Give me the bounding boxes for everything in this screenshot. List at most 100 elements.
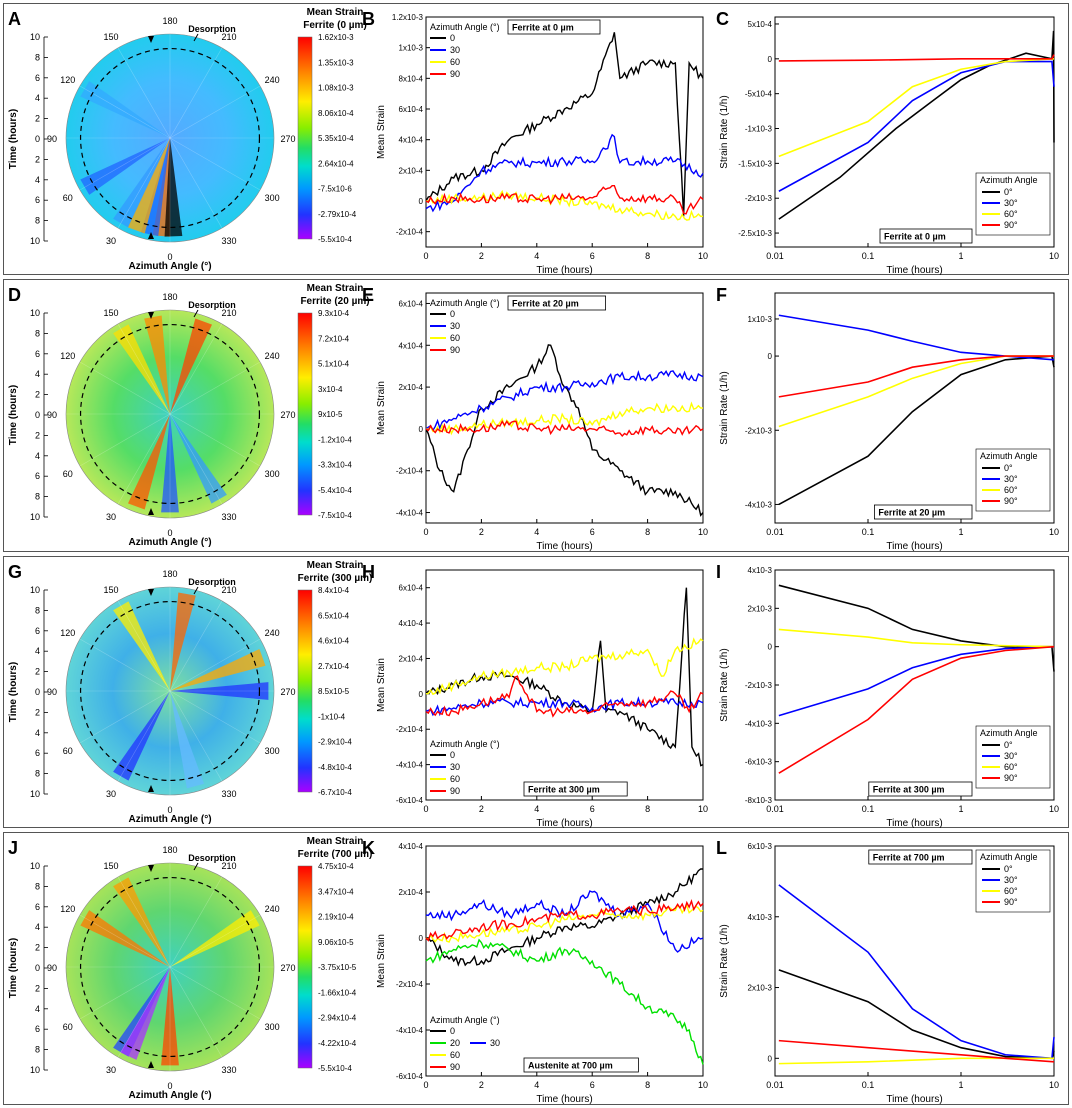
colorbar (297, 312, 313, 516)
angle-tick-label: 240 (265, 351, 280, 361)
chart-label-box (868, 781, 973, 797)
time-tick-label: 10 (30, 585, 40, 595)
polar-spoke (79, 966, 171, 1020)
chart-label: Ferrite at 20 µm (512, 299, 579, 309)
colorbar-tick-label: -4.8x10-4 (318, 763, 352, 772)
series-line-30° (778, 645, 1055, 717)
legend-entry: 0° (1004, 740, 1013, 750)
colorbar (297, 589, 313, 793)
polar-spoke (79, 638, 171, 692)
x-tick-label: 0.1 (862, 1080, 875, 1090)
y-axis-label: Mean Strain (376, 658, 387, 712)
polar-spoke (117, 413, 171, 505)
series-line-60 (425, 189, 704, 221)
series-line-60° (778, 58, 1055, 158)
time-tick-label: 10 (30, 236, 40, 246)
legend-entry: 60° (1004, 485, 1018, 495)
series-line-90° (778, 645, 1055, 774)
legend-entry: 90° (1004, 897, 1018, 907)
y-tick-label: 0 (768, 352, 773, 361)
series-line-90° (778, 1039, 1055, 1063)
legend-entry: 90 (450, 345, 460, 355)
polar-spoke (79, 690, 171, 744)
y-axis-label: Strain Rate (1/h) (719, 924, 730, 997)
legend-entry: 60° (1004, 762, 1018, 772)
x-tick-label: 4 (534, 527, 539, 537)
angle-tick-label: 30 (106, 789, 116, 799)
legend-entry: 60 (450, 774, 460, 784)
legend-entry: 0 (450, 750, 455, 760)
panel-letter-L: L (716, 838, 727, 858)
chart-label-box (523, 1057, 639, 1073)
time-tick-label: 4 (35, 93, 40, 103)
y-tick-label: 0 (419, 425, 424, 434)
time-tick-label: 0 (35, 134, 40, 144)
time-tick-label: 2 (35, 943, 40, 953)
desorption-label: Desorption (188, 300, 236, 310)
angle-tick-label: 0 (167, 528, 172, 538)
y-tick-label: 0 (419, 934, 424, 943)
colorbar (297, 865, 313, 1069)
angle-tick-label: 270 (280, 134, 295, 144)
polar-spoke (169, 966, 261, 1020)
series-line-30° (778, 60, 1055, 192)
y-tick-label: -2x10-4 (396, 725, 424, 734)
time-tick-label: 2 (35, 154, 40, 164)
plot-frame (774, 292, 1055, 524)
desorption-label: Desorption (188, 853, 236, 863)
x-tick-label: 4 (534, 1080, 539, 1090)
legend-entry: 30° (1004, 751, 1018, 761)
legend-entry: 0 (450, 1026, 455, 1036)
chart-label: Ferrite at 300 µm (528, 785, 600, 795)
time-axis-label: Time (hours) (8, 938, 19, 998)
time-tick-label: 8 (35, 328, 40, 338)
y-tick-label: 4x10-4 (399, 341, 424, 350)
angle-tick-label: 60 (63, 469, 73, 479)
angle-tick-label: 180 (162, 292, 177, 302)
rate-panel-F: F 0.01 0.1 1 10 -4x10-3 -2x10-3 0 1x10-3 Time (ho… (716, 285, 1059, 552)
polar-streak (144, 315, 170, 414)
arrow-marker-bottom (148, 1061, 154, 1068)
colorbar-tick-label: 5.1x10-4 (318, 360, 350, 369)
colorbar-tick-label: 8.06x10-4 (318, 109, 354, 118)
chart-label-box (879, 228, 973, 244)
chart-label: Ferrite at 700 µm (873, 853, 945, 863)
angle-tick-label: 150 (103, 308, 118, 318)
colorbar-tick-label: 7.2x10-4 (318, 334, 350, 343)
y-tick-label: -2.5x10-3 (738, 229, 772, 238)
angle-tick-label: 270 (280, 963, 295, 973)
colorbar-title: Mean Strain (307, 7, 364, 18)
time-tick-label: 4 (35, 175, 40, 185)
y-tick-label: -1.5x10-3 (738, 159, 772, 168)
panel-letter-D: D (8, 285, 21, 305)
chart-label-box (868, 849, 973, 865)
chart-label: Ferrite at 300 µm (873, 785, 945, 795)
time-tick-label: 6 (35, 748, 40, 758)
y-axis-label: Strain Rate (1/h) (719, 648, 730, 721)
polar-streak (113, 601, 170, 691)
angle-tick-label: 330 (221, 1065, 236, 1075)
y-axis-label: Strain Rate (1/h) (719, 95, 730, 168)
y-tick-label: -4x10-4 (396, 761, 424, 770)
angle-tick-label: 300 (265, 193, 280, 203)
chart-label: Austenite at 700 µm (528, 1061, 613, 1071)
y-tick-label: -2x10-4 (396, 980, 424, 989)
y-tick-label: 6x10-4 (399, 584, 424, 593)
angle-tick-label: 150 (103, 32, 118, 42)
angle-tick-label: 330 (221, 789, 236, 799)
angle-tick-label: 60 (63, 746, 73, 756)
chart-label: Ferrite at 0 µm (512, 23, 574, 33)
legend-entry: 0 (450, 309, 455, 319)
dashed-ring (79, 47, 261, 229)
colorbar-tick-label: -1x10-4 (318, 712, 346, 721)
panel-letter-A: A (8, 9, 21, 29)
x-tick-label: 0.1 (862, 527, 875, 537)
y-tick-label: 4x10-4 (399, 842, 424, 851)
polar-spoke (117, 600, 171, 692)
time-tick-label: 4 (35, 728, 40, 738)
polar-spoke (117, 690, 171, 782)
arrow-marker-top (148, 312, 154, 319)
polar-streak (113, 324, 170, 414)
polar-streak (170, 691, 205, 789)
time-tick-label: 10 (30, 308, 40, 318)
